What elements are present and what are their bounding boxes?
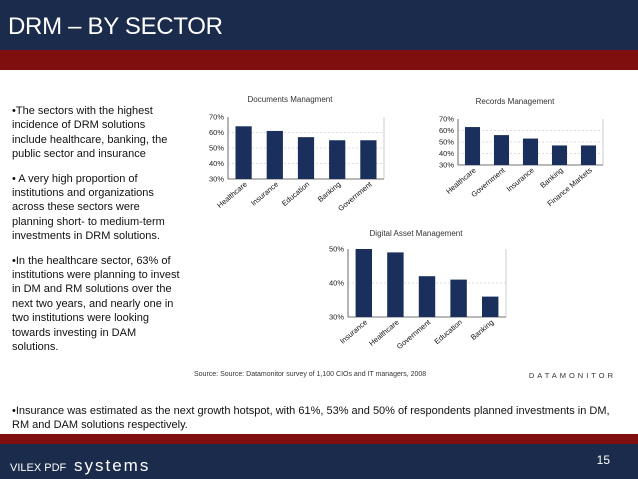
y-tick-label: 50% bbox=[209, 144, 224, 153]
x-tick-label: Insurance bbox=[338, 318, 369, 346]
x-tick-label: Education bbox=[433, 318, 464, 346]
source-note: Source: Source: Datamonitor survey of 1,… bbox=[194, 371, 427, 378]
y-tick-label: 50% bbox=[439, 138, 454, 147]
accent-bar bbox=[0, 50, 638, 70]
y-tick-label: 30% bbox=[209, 175, 224, 184]
y-tick-label: 70% bbox=[209, 113, 224, 122]
bar bbox=[481, 296, 499, 317]
y-tick-label: 70% bbox=[439, 115, 454, 124]
y-tick-label: 40% bbox=[439, 149, 454, 158]
summary-bullet: •Insurance was estimated as the next gro… bbox=[12, 405, 610, 432]
bar bbox=[493, 135, 510, 165]
page-title: DRM – BY SECTOR bbox=[8, 13, 223, 40]
bar bbox=[266, 130, 283, 179]
footer-brand-logo: systems bbox=[74, 456, 151, 475]
bullet-list: •The sectors with the highest incidence … bbox=[12, 104, 182, 365]
bar bbox=[464, 127, 481, 165]
x-tick-label: Government bbox=[395, 317, 433, 351]
bar bbox=[522, 138, 539, 165]
bullet-item: •The sectors with the highest incidence … bbox=[12, 105, 168, 161]
bar bbox=[235, 126, 252, 179]
bar bbox=[297, 137, 315, 179]
page-number: 15 bbox=[596, 453, 610, 467]
y-tick-label: 60% bbox=[439, 126, 454, 135]
x-tick-label: Government bbox=[336, 179, 374, 213]
y-tick-label: 40% bbox=[329, 279, 344, 288]
x-tick-label: Banking bbox=[469, 318, 496, 342]
y-tick-label: 60% bbox=[209, 128, 224, 137]
bar bbox=[551, 145, 568, 165]
y-tick-label: 40% bbox=[209, 159, 224, 168]
bar bbox=[355, 249, 373, 317]
bar bbox=[418, 276, 436, 317]
chart-title: Digital Asset Management bbox=[370, 229, 464, 238]
chart-title: Documents Managment bbox=[248, 95, 334, 104]
bar bbox=[329, 140, 346, 179]
chart-title: Records Management bbox=[476, 97, 555, 106]
x-tick-label: Insurance bbox=[249, 180, 280, 208]
bullet-item: •In the healthcare sector, 63% of instit… bbox=[12, 254, 180, 354]
bullet-item: • A very high proportion of institutions… bbox=[12, 172, 165, 243]
x-tick-label: Healthcare bbox=[215, 180, 249, 210]
footer-accent-bar bbox=[0, 434, 638, 444]
bar bbox=[580, 145, 597, 165]
y-tick-label: 30% bbox=[329, 313, 344, 322]
title-bar: DRM – BY SECTOR bbox=[0, 0, 638, 50]
x-tick-label: Insurance bbox=[505, 166, 536, 194]
bar bbox=[387, 252, 404, 317]
bar bbox=[450, 279, 467, 317]
x-tick-label: Banking bbox=[538, 166, 565, 190]
y-tick-label: 50% bbox=[329, 245, 344, 254]
bar bbox=[360, 140, 377, 179]
x-tick-label: Banking bbox=[316, 180, 343, 204]
x-tick-label: Education bbox=[280, 180, 311, 208]
source-brand: DATAMONITOR bbox=[528, 371, 616, 380]
footer-bar: VILEX PDF systems 15 bbox=[0, 444, 638, 479]
y-tick-label: 30% bbox=[439, 161, 454, 170]
charts-canvas: Documents Managment70%60%50%40%30%Health… bbox=[209, 95, 604, 351]
footer-brand: VILEX PDF bbox=[10, 462, 67, 474]
chart-figure: Documents Managment 70% 60% 50% 40% 30% Health… bbox=[190, 87, 620, 387]
